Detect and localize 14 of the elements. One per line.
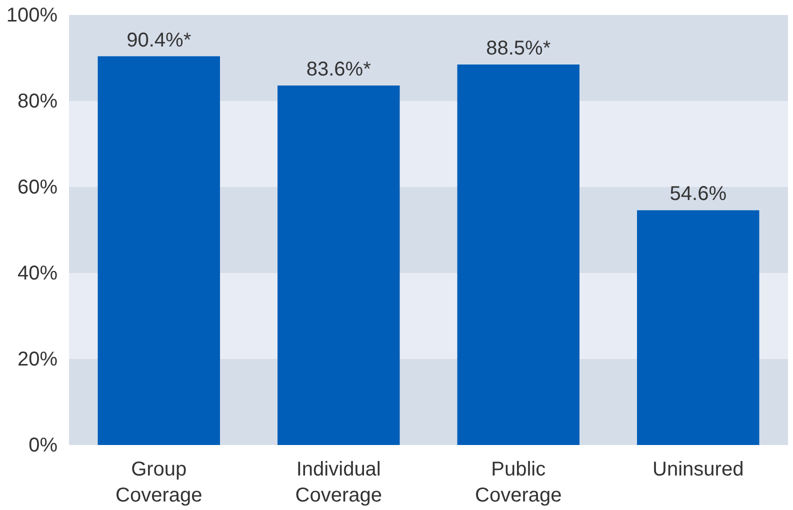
data-label: 88.5%* [486, 37, 551, 60]
y-tick-label: 100% [6, 4, 58, 26]
data-label: 90.4%* [126, 29, 192, 52]
y-tick-label: 40% [17, 262, 58, 284]
y-tick-label: 60% [17, 176, 58, 198]
x-tick-label: Individual Coverage [295, 458, 382, 506]
y-tick-label: 20% [17, 348, 58, 370]
data-label: 83.6%* [306, 58, 372, 81]
x-tick-label: Group Coverage [116, 458, 202, 506]
data-label: 54.6% [670, 183, 727, 206]
x-tick-label: Uninsured [652, 458, 744, 480]
x-tick-label: Public Coverage [475, 458, 562, 506]
y-tick-label: 0% [28, 434, 58, 456]
y-tick-label: 80% [17, 90, 58, 112]
